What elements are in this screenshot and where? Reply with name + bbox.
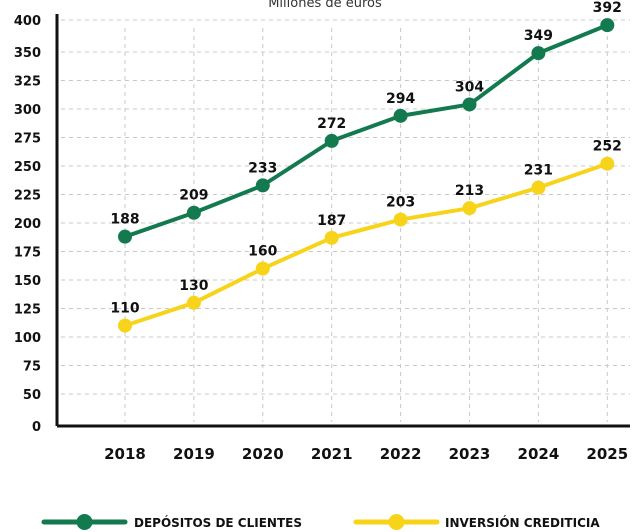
x-tick-label: 2023 <box>449 445 491 463</box>
data-label: 213 <box>455 183 484 199</box>
y-tick-label: 150 <box>14 274 41 289</box>
x-tick-label: 2022 <box>380 445 422 463</box>
y-tick-label: 275 <box>14 132 41 147</box>
x-tick-label: 2018 <box>104 445 146 463</box>
data-point <box>531 46 546 61</box>
series-points <box>118 18 615 333</box>
y-tick-label: 325 <box>14 75 41 90</box>
data-label: 304 <box>455 79 484 95</box>
y-tick-label: 225 <box>14 189 41 204</box>
y-tick-label: 100 <box>14 331 41 346</box>
data-label: 231 <box>524 163 553 179</box>
y-tick-label: 250 <box>14 160 41 175</box>
data-point <box>393 212 408 227</box>
data-point <box>186 295 201 310</box>
data-label: 349 <box>524 28 553 44</box>
data-point <box>118 229 132 244</box>
legend-marker-2 <box>388 514 405 530</box>
data-point <box>600 156 615 171</box>
data-label: 272 <box>317 116 346 132</box>
series-line-1 <box>124 23 609 239</box>
legend-marker-1 <box>76 514 93 530</box>
data-label: 392 <box>593 0 622 16</box>
y-tick-label: 50 <box>23 388 41 403</box>
axes <box>55 14 630 428</box>
data-point <box>324 230 339 245</box>
data-label: 187 <box>317 213 346 229</box>
grid <box>61 19 630 422</box>
series-lines <box>124 23 609 328</box>
data-label: 188 <box>110 212 139 228</box>
y-axis-ticks: 0 50 75 100 125 150 175 200 225 250 275 300 325 350 40… <box>14 14 41 435</box>
chart-subtitle: Millones de euros <box>268 0 382 11</box>
legend: DEPÓSITOS DE CLIENTES INVERSIÓN CREDITICI… <box>41 514 600 530</box>
data-point <box>255 178 270 193</box>
data-point <box>600 18 615 33</box>
data-label: 160 <box>248 244 277 260</box>
y-tick-label: 200 <box>14 217 41 232</box>
data-labels: 188 209 233 272 294 304 349 392 110 130 160 187 203 2… <box>110 0 622 316</box>
y-tick-label: 300 <box>14 103 41 118</box>
y-tick-label: 125 <box>14 303 41 318</box>
data-point <box>462 201 477 216</box>
data-label: 294 <box>386 91 415 107</box>
y-tick-label: 175 <box>14 246 41 261</box>
data-label: 110 <box>110 301 139 317</box>
x-axis-ticks: 2018 2019 2020 2021 2022 2023 2024 2025 <box>104 445 628 463</box>
x-tick-label: 2025 <box>586 445 628 463</box>
x-tick-label: 2019 <box>173 445 215 463</box>
data-point <box>324 133 339 148</box>
data-label: 233 <box>248 160 277 176</box>
series-line-2 <box>124 161 608 328</box>
data-label: 252 <box>593 139 622 155</box>
data-point <box>118 318 132 333</box>
data-label: 130 <box>179 278 208 294</box>
x-tick-label: 2024 <box>518 445 560 463</box>
y-tick-label: 350 <box>14 46 41 61</box>
y-tick-label: 0 <box>32 420 41 435</box>
legend-label-1: DEPÓSITOS DE CLIENTES <box>134 515 302 530</box>
y-tick-label: 75 <box>23 360 41 375</box>
data-point <box>393 108 408 123</box>
data-label: 209 <box>179 188 208 204</box>
data-point <box>531 180 546 195</box>
legend-label-2: INVERSIÓN CREDITICIA <box>445 515 600 530</box>
data-label: 203 <box>386 195 415 211</box>
data-point <box>462 97 477 112</box>
x-tick-label: 2021 <box>311 445 353 463</box>
y-tick-label: 400 <box>14 14 41 29</box>
data-point <box>186 205 201 220</box>
x-tick-label: 2020 <box>242 445 284 463</box>
data-point <box>255 261 270 276</box>
